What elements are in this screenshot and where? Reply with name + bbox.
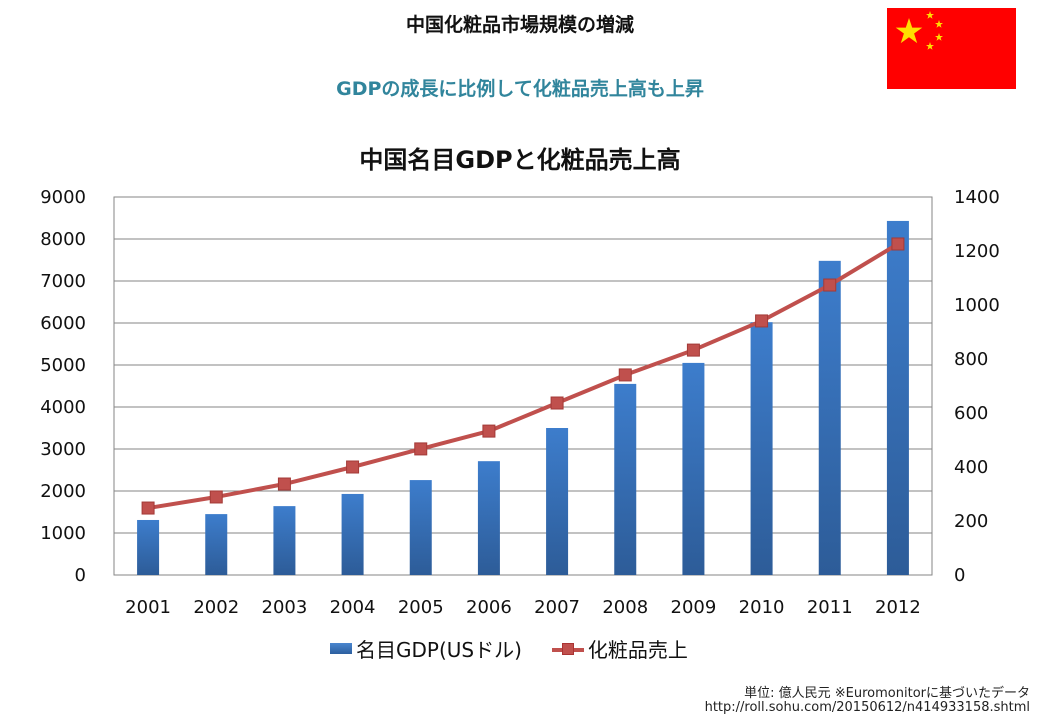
x-axis-tick-label: 2012 xyxy=(875,597,921,618)
right-axis-tick-label: 200 xyxy=(954,511,988,532)
plot-frame xyxy=(113,196,933,576)
bar-gdp xyxy=(409,480,432,575)
marker-cosmetics-sales xyxy=(277,477,291,491)
x-axis-tick-label: 2004 xyxy=(330,597,376,618)
left-axis-tick-label: 5000 xyxy=(40,355,86,376)
left-axis-tick-label: 0 xyxy=(75,565,86,586)
left-axis-tick-label: 4000 xyxy=(40,397,86,418)
x-axis-tick-label: 2003 xyxy=(262,597,308,618)
marker-cosmetics-sales xyxy=(414,442,428,456)
marker-cosmetics-sales xyxy=(482,424,496,438)
flag-small-star xyxy=(926,11,934,19)
right-axis-tick-label: 1200 xyxy=(954,241,1000,262)
bar-gdp xyxy=(682,362,705,575)
legend-swatch-cosmetics xyxy=(551,642,584,656)
page-subtitle: GDPの成長に比例して化粧品売上高も上昇 xyxy=(336,78,704,100)
bar-gdp xyxy=(886,220,909,575)
marker-cosmetics-sales xyxy=(550,396,564,410)
x-axis-tick-label: 2007 xyxy=(534,597,580,618)
bar-gdp xyxy=(750,322,773,575)
left-axis-tick-label: 7000 xyxy=(40,271,86,292)
x-axis-tick-label: 2006 xyxy=(466,597,512,618)
marker-cosmetics-sales xyxy=(686,343,700,357)
x-axis-tick-label: 2009 xyxy=(671,597,717,618)
marker-cosmetics-sales xyxy=(823,278,837,292)
unit-note: 単位: 億人民元 ※Euromonitorに基づいたデータ xyxy=(744,686,1030,701)
marker-cosmetics-sales xyxy=(755,314,769,328)
x-axis-tick-label: 2001 xyxy=(125,597,171,618)
bar-gdp xyxy=(341,493,364,575)
right-axis-tick-label: 0 xyxy=(954,565,965,586)
left-axis-tick-label: 8000 xyxy=(40,229,86,250)
flag-small-star xyxy=(935,20,943,28)
legend-label-cosmetics: 化粧品売上 xyxy=(587,638,688,662)
left-axis-tick-label: 2000 xyxy=(40,481,86,502)
china-flag-icon xyxy=(887,8,1016,89)
marker-cosmetics-sales xyxy=(209,490,223,504)
bar-gdp xyxy=(273,506,296,575)
marker-cosmetics-sales xyxy=(141,501,155,515)
bar-gdp xyxy=(137,519,160,575)
bar-gdp xyxy=(477,461,500,575)
right-axis-tick-label: 400 xyxy=(954,457,988,478)
x-axis-tick-label: 2005 xyxy=(398,597,444,618)
right-axis-tick-label: 1000 xyxy=(954,295,1000,316)
chart-legend: 名目GDP(USドル) 化粧品売上 xyxy=(330,634,688,663)
left-axis-tick-label: 1000 xyxy=(40,523,86,544)
legend-swatch-gdp xyxy=(330,643,352,654)
x-axis-tick-label: 2008 xyxy=(602,597,648,618)
marker-cosmetics-sales xyxy=(346,460,360,474)
bar-gdp xyxy=(546,428,569,575)
flag-large-star xyxy=(895,18,923,44)
x-axis-tick-label: 2010 xyxy=(739,597,785,618)
right-axis-tick-label: 600 xyxy=(954,403,988,424)
source-url: http://roll.sohu.com/20150612/n414933158… xyxy=(704,700,1030,715)
page-title: 中国化粧品市場規模の増減 xyxy=(405,14,634,36)
right-axis-tick-label: 800 xyxy=(954,349,988,370)
bar-gdp xyxy=(614,383,637,575)
bar-gdp xyxy=(205,514,228,575)
right-axis-tick-label: 1400 xyxy=(954,187,1000,208)
left-axis-tick-label: 3000 xyxy=(40,439,86,460)
x-axis-tick-label: 2002 xyxy=(193,597,239,618)
left-axis-tick-label: 9000 xyxy=(40,187,86,208)
bar-gdp xyxy=(818,260,841,575)
flag-small-star xyxy=(935,33,943,41)
marker-cosmetics-sales xyxy=(891,237,905,251)
chart-title: 中国名目GDPと化粧品売上高 xyxy=(359,146,681,174)
marker-cosmetics-sales xyxy=(618,368,632,382)
legend-label-gdp: 名目GDP(USドル) xyxy=(356,638,522,662)
left-axis-tick-label: 6000 xyxy=(40,313,86,334)
line-cosmetics-sales xyxy=(147,242,899,511)
x-axis-tick-label: 2011 xyxy=(807,597,853,618)
flag-small-star xyxy=(926,42,934,50)
